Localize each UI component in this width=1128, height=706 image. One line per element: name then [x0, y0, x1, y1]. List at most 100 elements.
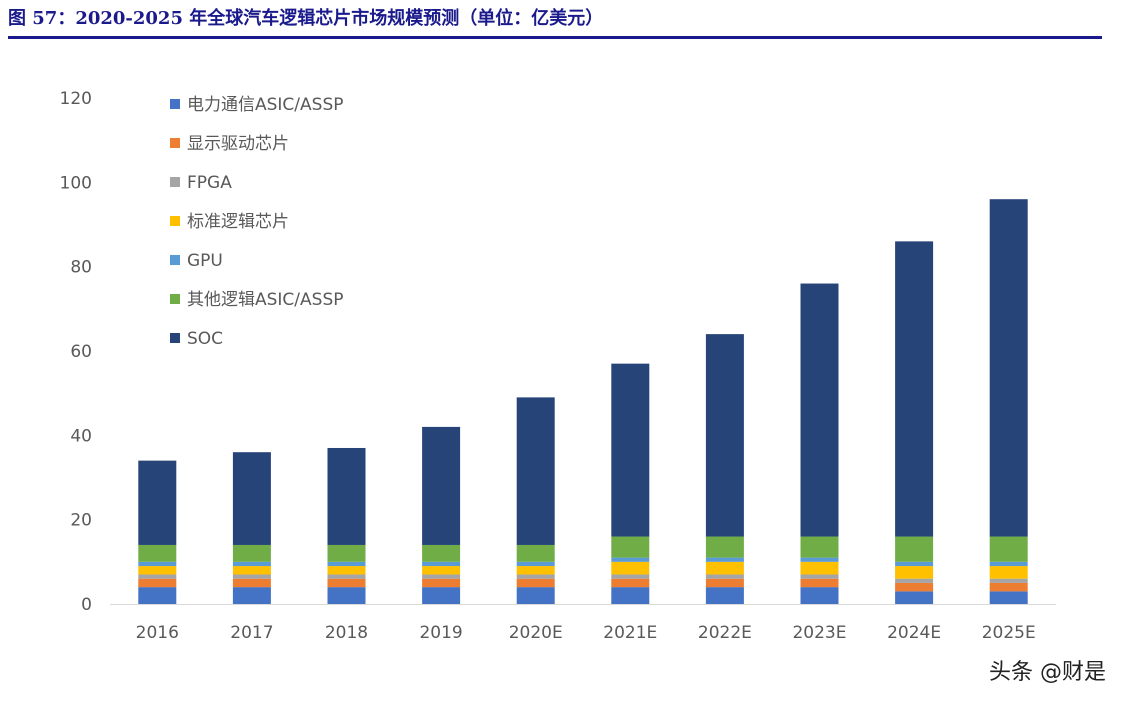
- bar-segment: [516, 566, 555, 575]
- bar-segment: [516, 397, 555, 545]
- bar-segment: [422, 544, 461, 562]
- bar-segment: [232, 574, 271, 579]
- legend-swatch: [170, 99, 180, 109]
- x-tick-label: 2019: [419, 623, 462, 643]
- bar-segment: [232, 566, 271, 575]
- x-tick-label: 2018: [325, 623, 368, 643]
- bar-segment: [611, 536, 650, 558]
- bar-segment: [327, 587, 366, 604]
- legend-swatch: [170, 333, 180, 343]
- bar-segment: [232, 561, 271, 567]
- bar-segment: [232, 544, 271, 562]
- x-tick-label: 2022E: [698, 623, 752, 643]
- bar-segment: [611, 578, 650, 588]
- bar-segment: [895, 561, 934, 567]
- bar-segment: [138, 587, 177, 604]
- bar-segment: [989, 582, 1028, 592]
- legend-swatch: [170, 255, 180, 265]
- bar-segment: [327, 447, 366, 545]
- legend-swatch: [170, 177, 180, 187]
- y-tick-label: 40: [70, 426, 92, 446]
- bar-segment: [422, 561, 461, 567]
- bar-segment: [800, 587, 839, 604]
- bar-segment: [705, 557, 744, 562]
- bar-segment: [232, 452, 271, 545]
- bar-segment: [516, 561, 555, 567]
- bar-segment: [800, 578, 839, 588]
- bar-segment: [989, 591, 1028, 604]
- bar-segment: [138, 578, 177, 588]
- bar-segment: [327, 578, 366, 588]
- bar-segment: [705, 578, 744, 588]
- bar-segment: [895, 566, 934, 579]
- bar-segment: [800, 561, 839, 575]
- bar-segment: [895, 536, 934, 562]
- bar-segment: [232, 578, 271, 588]
- y-tick-label: 120: [60, 89, 92, 109]
- bar-segment: [895, 591, 934, 604]
- y-tick-label: 80: [70, 258, 92, 278]
- bar-segment: [895, 582, 934, 592]
- bar-segment: [989, 536, 1028, 562]
- bar-segment: [800, 557, 839, 562]
- legend-label: 电力通信ASIC/ASSP: [187, 95, 344, 115]
- bar-segment: [705, 334, 744, 537]
- bar-segment: [327, 561, 366, 567]
- bar-segment: [327, 544, 366, 562]
- bar-segment: [422, 587, 461, 604]
- bar-segment: [705, 574, 744, 579]
- bar-segment: [327, 566, 366, 575]
- title-underline: [8, 36, 1102, 39]
- x-tick-label: 2016: [136, 623, 179, 643]
- bar-segment: [516, 587, 555, 604]
- bar-segment: [989, 566, 1028, 579]
- legend-label: 标准逻辑芯片: [187, 212, 289, 232]
- x-tick-label: 2024E: [887, 623, 941, 643]
- bar-segment: [138, 561, 177, 567]
- y-tick-label: 100: [60, 173, 92, 193]
- legend-swatch: [170, 216, 180, 226]
- bar-segment: [611, 561, 650, 575]
- bar-segment: [422, 578, 461, 588]
- bar-segment: [327, 574, 366, 579]
- bar-segment: [611, 557, 650, 562]
- legend-swatch: [170, 138, 180, 148]
- bar-segment: [705, 561, 744, 575]
- bar-segment: [516, 544, 555, 562]
- watermark: 头条 @财是: [989, 660, 1106, 685]
- x-tick-label: 2023E: [792, 623, 846, 643]
- bar-segment: [800, 536, 839, 558]
- bar-segment: [138, 460, 177, 545]
- figure-title: 图 57：2020-2025 年全球汽车逻辑芯片市场规模预测（单位：亿美元）: [8, 8, 604, 29]
- legend-swatch: [170, 294, 180, 304]
- x-tick-label: 2025E: [982, 623, 1036, 643]
- legend-label: 其他逻辑ASIC/ASSP: [187, 290, 344, 310]
- bar-segment: [516, 574, 555, 579]
- legend-label: SOC: [187, 329, 223, 349]
- bar-segment: [611, 574, 650, 579]
- x-tick-label: 2021E: [603, 623, 657, 643]
- bar-segment: [138, 574, 177, 579]
- bar-segment: [138, 544, 177, 562]
- y-tick-label: 20: [70, 511, 92, 531]
- bar-segment: [516, 578, 555, 588]
- y-tick-label: 60: [70, 342, 92, 362]
- bar-segment: [989, 561, 1028, 567]
- bar-segment: [989, 578, 1028, 583]
- bar-segment: [611, 587, 650, 604]
- bar-segment: [422, 426, 461, 545]
- bar-segment: [422, 566, 461, 575]
- bar-segment: [232, 587, 271, 604]
- y-tick-label: 0: [81, 595, 92, 615]
- bar-segment: [705, 536, 744, 558]
- legend-label: 显示驱动芯片: [187, 134, 289, 154]
- bar-segment: [989, 199, 1028, 537]
- bar-segment: [800, 283, 839, 537]
- bar-segment: [800, 574, 839, 579]
- x-tick-label: 2020E: [509, 623, 563, 643]
- legend-label: FPGA: [187, 173, 232, 193]
- bar-segment: [611, 363, 650, 537]
- bar-segment: [422, 574, 461, 579]
- bar-segment: [895, 241, 934, 537]
- legend-label: GPU: [187, 251, 223, 271]
